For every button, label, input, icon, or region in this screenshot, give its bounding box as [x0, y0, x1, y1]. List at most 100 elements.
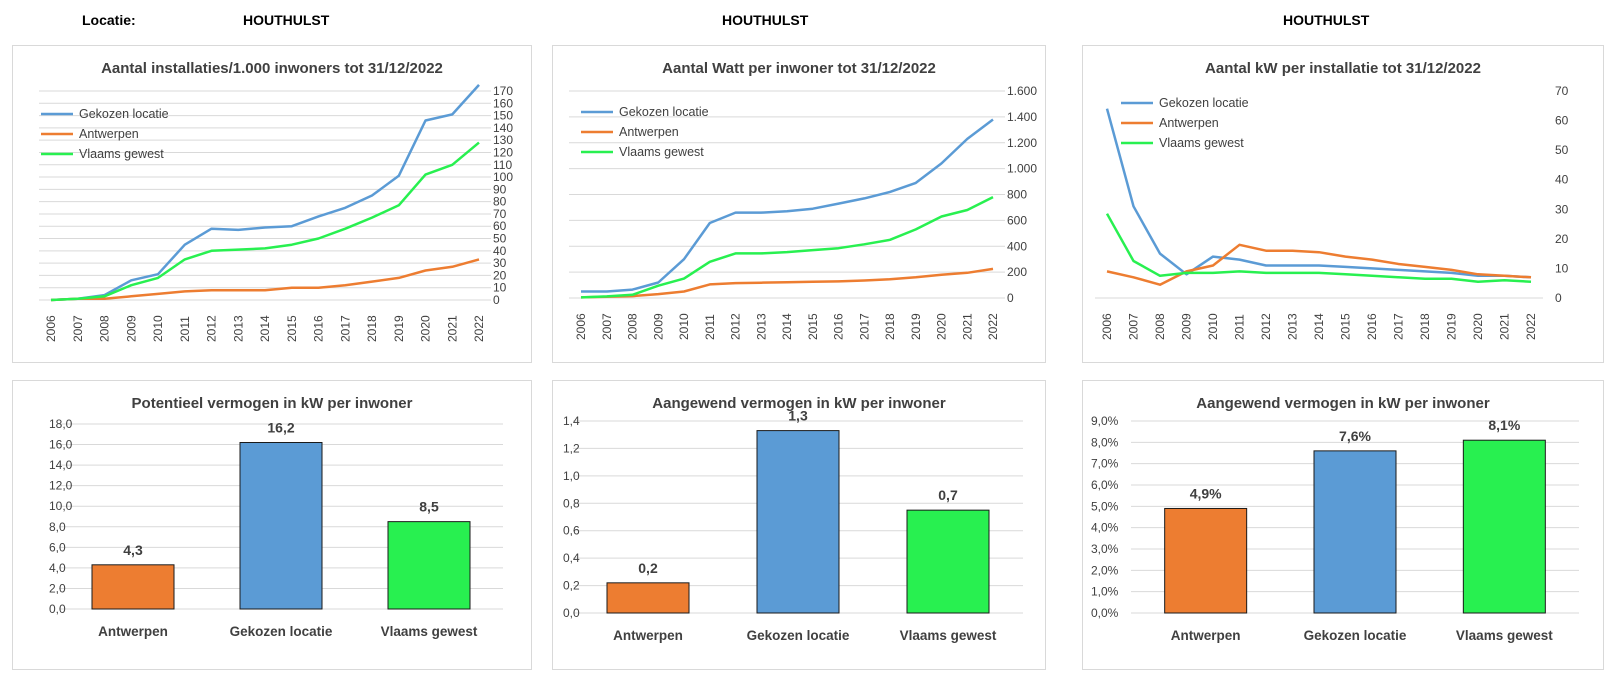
bar	[1462, 439, 1546, 614]
y-tick-label: 600	[1007, 213, 1027, 227]
y-tick-label: 1.400	[1007, 110, 1037, 124]
y-tick-label: 0,0	[563, 606, 580, 620]
y-tick-label: 8,0	[49, 520, 66, 534]
y-tick-label: 0	[1007, 291, 1014, 305]
y-tick-label: 16,0	[49, 438, 73, 452]
chart-title: Aantal kW per installatie tot 31/12/2022	[1205, 60, 1481, 77]
y-tick-label: 0,4	[563, 551, 580, 565]
y-tick-label: 70	[1555, 84, 1569, 98]
x-tick-label: 2021	[1498, 313, 1512, 340]
potentieel-bar-plot: 0,0 2,0 4,0 6,0 8,0 10,0 12,0 14,0 16,0 18,0 4,3 An…	[49, 417, 503, 639]
y-tick-label: 0,0%	[1091, 606, 1119, 620]
x-tick-label: 2014	[1312, 313, 1326, 340]
x-tick-label: 2022	[986, 313, 1000, 340]
x-tick-label: 2016	[312, 315, 326, 342]
x-tick-label: 2014	[258, 315, 272, 342]
x-tick-label: 2007	[1127, 313, 1141, 340]
installaties-line-chart: Aantal installaties/1.000 inwoners tot 3…	[12, 45, 532, 363]
legend-label: Vlaams gewest	[79, 147, 164, 161]
legend-label: Vlaams gewest	[1159, 136, 1244, 150]
y-tick-label: 6,0%	[1091, 478, 1119, 492]
bar-value-label: 16,2	[267, 420, 294, 436]
y-tick-label: 20	[493, 268, 507, 282]
category-label: Vlaams gewest	[381, 624, 478, 639]
y-tick-label: 40	[1555, 173, 1569, 187]
x-tick-label: 2022	[1524, 313, 1538, 340]
y-tick-label: 80	[493, 195, 507, 209]
y-tick-label: 30	[493, 256, 507, 270]
bar-value-label: 4,3	[123, 542, 143, 558]
y-tick-label: 8,0%	[1091, 435, 1119, 449]
x-tick-label: 2020	[419, 315, 433, 342]
y-tick-label: 110	[493, 158, 512, 172]
bar-value-label: 8,5	[419, 499, 439, 515]
y-tick-label: 30	[1555, 202, 1569, 216]
category-label: Antwerpen	[1171, 628, 1241, 643]
x-tick-label: 2011	[703, 314, 717, 340]
series-line	[50, 84, 480, 302]
x-tick-label: 2018	[365, 315, 379, 342]
bar-value-label: 0,7	[938, 487, 958, 503]
y-tick-label: 9,0%	[1091, 414, 1119, 428]
y-tick-label: 200	[1007, 265, 1027, 279]
y-tick-label: 12,0	[49, 479, 73, 493]
y-tick-label: 3,0%	[1091, 542, 1119, 556]
x-tick-label: 2015	[1339, 313, 1353, 340]
x-tick-label: 2020	[935, 313, 949, 340]
x-tick-label: 2011	[178, 316, 192, 342]
x-tick-label: 2016	[832, 313, 846, 340]
category-label: Vlaams gewest	[900, 628, 997, 643]
y-tick-label: 40	[493, 244, 507, 258]
y-tick-label: 0	[1555, 291, 1562, 305]
y-tick-label: 10,0	[49, 499, 73, 513]
y-tick-label: 10	[493, 281, 507, 295]
y-tick-label: 150	[493, 109, 513, 123]
x-tick-label: 2012	[205, 315, 219, 342]
bar	[1313, 450, 1397, 614]
bar-value-label: 7,6%	[1339, 428, 1371, 444]
y-tick-label: 160	[493, 96, 513, 110]
x-tick-label: 2009	[124, 315, 138, 342]
y-tick-label: 6,0	[49, 540, 66, 554]
y-tick-label: 14,0	[49, 458, 73, 472]
category-label: Gekozen locatie	[1304, 628, 1407, 643]
watt-line-plot: 0 200 400 600 800 1.000 1.200 1.400 1.600 2006 200…	[569, 84, 1037, 340]
x-tick-label: 2010	[151, 315, 165, 342]
series-line	[1105, 108, 1532, 279]
y-tick-label: 50	[1555, 143, 1569, 157]
bar	[387, 521, 471, 610]
series-line	[580, 267, 994, 299]
y-tick-label: 5,0%	[1091, 499, 1119, 513]
x-tick-label: 2007	[600, 313, 614, 340]
location-label: Locatie:	[82, 12, 136, 28]
x-tick-label: 2022	[472, 315, 486, 342]
kw-per-installatie-line-chart: Aantal kW per installatie tot 31/12/2022…	[1082, 45, 1604, 363]
series-line	[50, 258, 480, 302]
y-tick-label: 60	[1555, 114, 1569, 128]
y-tick-label: 1.600	[1007, 84, 1037, 98]
bar	[91, 564, 175, 610]
x-tick-label: 2020	[1471, 313, 1485, 340]
x-tick-label: 2013	[1286, 313, 1300, 340]
y-tick-label: 1.000	[1007, 162, 1037, 176]
x-tick-label: 2015	[806, 313, 820, 340]
category-label: Vlaams gewest	[1456, 628, 1553, 643]
legend-label: Antwerpen	[619, 125, 679, 139]
y-tick-label: 1,4	[563, 414, 580, 428]
category-label: Antwerpen	[613, 628, 683, 643]
potentieel-bar-chart: Potentieel vermogen in kW per inwoner 0,…	[12, 380, 532, 670]
bar	[1164, 507, 1248, 614]
bar	[606, 582, 690, 614]
installaties-line-plot: 0102030405060708090100110120130140150160…	[39, 84, 513, 342]
x-tick-label: 2017	[1392, 313, 1406, 340]
y-tick-label: 400	[1007, 239, 1027, 253]
chart-title: Aangewend vermogen in kW per inwoner	[652, 395, 946, 412]
bar	[239, 442, 323, 610]
chart-title: Aantal Watt per inwoner tot 31/12/2022	[662, 60, 936, 77]
y-tick-label: 4,0	[49, 561, 66, 575]
chart-title: Aangewend vermogen in kW per inwoner	[1196, 395, 1490, 412]
bar	[906, 509, 990, 614]
x-tick-label: 2010	[677, 313, 691, 340]
y-tick-label: 20	[1555, 232, 1569, 246]
bar-value-label: 0,2	[638, 560, 658, 576]
